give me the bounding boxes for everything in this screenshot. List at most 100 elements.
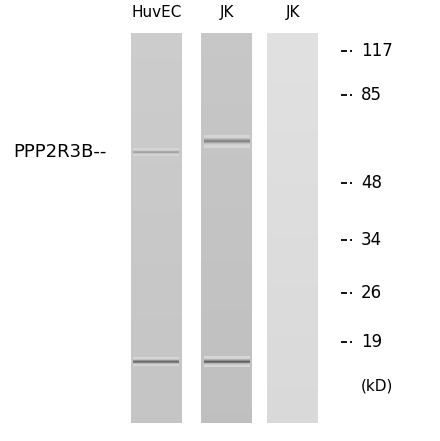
- Bar: [202, 153, 252, 157]
- Bar: [131, 108, 181, 111]
- Bar: [131, 358, 181, 362]
- Bar: [268, 238, 318, 241]
- Bar: [202, 319, 252, 322]
- Bar: [131, 59, 181, 62]
- Bar: [268, 147, 318, 150]
- Bar: [202, 348, 252, 352]
- Bar: [268, 258, 318, 261]
- Bar: [202, 206, 252, 209]
- Bar: [268, 326, 318, 329]
- Bar: [131, 261, 181, 264]
- Bar: [203, 139, 249, 140]
- Bar: [131, 296, 181, 300]
- Bar: [131, 114, 181, 118]
- Bar: [131, 394, 181, 397]
- Bar: [131, 75, 181, 78]
- Bar: [131, 414, 181, 417]
- Bar: [131, 365, 181, 368]
- Bar: [202, 124, 252, 127]
- Bar: [202, 410, 252, 414]
- Bar: [268, 166, 318, 170]
- Bar: [202, 59, 252, 62]
- Bar: [131, 153, 181, 157]
- Bar: [268, 150, 318, 153]
- Bar: [202, 46, 252, 49]
- Text: 117: 117: [361, 42, 392, 60]
- Bar: [202, 157, 252, 160]
- Bar: [131, 251, 181, 254]
- Bar: [202, 310, 252, 313]
- Bar: [131, 144, 181, 147]
- Bar: [131, 131, 181, 134]
- Bar: [131, 410, 181, 414]
- Bar: [268, 46, 318, 49]
- Bar: [202, 313, 252, 316]
- Bar: [268, 82, 318, 85]
- Bar: [268, 300, 318, 303]
- Bar: [268, 196, 318, 199]
- Text: 34: 34: [361, 232, 382, 249]
- Bar: [202, 293, 252, 296]
- Bar: [131, 404, 181, 407]
- Bar: [268, 280, 318, 284]
- Bar: [131, 345, 181, 348]
- Bar: [131, 137, 181, 140]
- Text: 85: 85: [361, 86, 382, 104]
- Bar: [268, 336, 318, 339]
- Bar: [131, 287, 181, 290]
- Bar: [131, 199, 181, 202]
- Bar: [131, 238, 181, 241]
- Bar: [131, 170, 181, 173]
- Bar: [202, 397, 252, 400]
- Bar: [202, 365, 252, 368]
- Text: JK: JK: [286, 5, 300, 20]
- Bar: [268, 345, 318, 348]
- Bar: [202, 378, 252, 381]
- Bar: [202, 374, 252, 378]
- Bar: [268, 374, 318, 378]
- Bar: [131, 121, 181, 124]
- Bar: [131, 228, 181, 232]
- Bar: [202, 355, 252, 358]
- Bar: [131, 62, 181, 66]
- Bar: [202, 69, 252, 72]
- Bar: [131, 362, 181, 365]
- Bar: [202, 202, 252, 206]
- Bar: [131, 264, 181, 267]
- Bar: [202, 248, 252, 251]
- Bar: [202, 280, 252, 284]
- Bar: [131, 140, 181, 144]
- Bar: [202, 183, 252, 186]
- Bar: [268, 183, 318, 186]
- Bar: [131, 189, 181, 192]
- Bar: [202, 384, 252, 388]
- Bar: [202, 144, 252, 147]
- Bar: [268, 342, 318, 345]
- Bar: [131, 40, 181, 43]
- Bar: [202, 394, 252, 397]
- Bar: [131, 313, 181, 316]
- Bar: [268, 43, 318, 46]
- Bar: [202, 92, 252, 95]
- Bar: [131, 33, 181, 36]
- Bar: [268, 127, 318, 131]
- Bar: [268, 88, 318, 92]
- Bar: [131, 36, 181, 40]
- Bar: [268, 407, 318, 410]
- Bar: [202, 333, 252, 336]
- Bar: [202, 147, 252, 150]
- Bar: [202, 222, 252, 225]
- Bar: [131, 127, 181, 131]
- Bar: [131, 241, 181, 244]
- Bar: [268, 358, 318, 362]
- Bar: [202, 290, 252, 293]
- Bar: [268, 277, 318, 280]
- Bar: [131, 381, 181, 385]
- Bar: [202, 173, 252, 176]
- Bar: [131, 277, 181, 280]
- Bar: [202, 66, 252, 69]
- Bar: [131, 92, 181, 95]
- Bar: [131, 82, 181, 85]
- Bar: [131, 124, 181, 127]
- Bar: [202, 140, 252, 144]
